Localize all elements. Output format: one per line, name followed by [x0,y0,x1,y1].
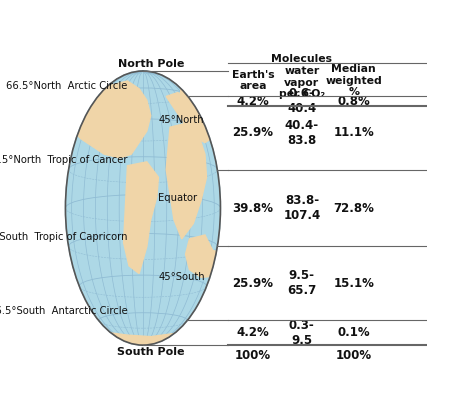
Text: Median
weighted
%: Median weighted % [325,64,382,97]
Polygon shape [65,322,220,345]
Text: 0.3-
9.5: 0.3- 9.5 [289,319,315,347]
Text: 45°South: 45°South [158,272,205,281]
Text: 4.2%: 4.2% [237,94,269,108]
Text: 100%: 100% [235,349,271,363]
Polygon shape [90,85,116,110]
Polygon shape [73,81,151,158]
Text: Molecules
water
vapor
per CO₂: Molecules water vapor per CO₂ [271,54,332,99]
Text: 40.4-
83.8: 40.4- 83.8 [285,119,319,147]
Polygon shape [186,235,287,277]
Text: 45°North: 45°North [158,115,204,125]
Polygon shape [124,162,158,274]
Polygon shape [166,123,207,239]
Polygon shape [178,81,220,143]
Text: 72.8%: 72.8% [333,201,374,215]
Text: 100%: 100% [336,349,372,363]
Text: North Pole: North Pole [118,59,184,70]
Text: 66.5°North  Arctic Circle: 66.5°North Arctic Circle [6,81,128,91]
Text: 83.8-
107.4: 83.8- 107.4 [283,194,320,222]
Polygon shape [166,93,193,123]
Text: 9.5-
65.7: 9.5- 65.7 [287,269,317,297]
Text: 23.5°North  Tropic of Cancer: 23.5°North Tropic of Cancer [0,155,128,165]
Text: 25.9%: 25.9% [233,277,273,290]
Ellipse shape [65,71,220,345]
Text: South Pole: South Pole [117,346,184,357]
Text: 11.1%: 11.1% [333,126,374,139]
Text: 0.1%: 0.1% [337,326,370,339]
Text: 39.8%: 39.8% [233,201,273,215]
Text: 25.9%: 25.9% [233,126,273,139]
Text: 23.5°South  Tropic of Capricorn: 23.5°South Tropic of Capricorn [0,232,128,242]
Text: 66.5°South  Antarctic Circle: 66.5°South Antarctic Circle [0,306,128,316]
Text: Earth's
area: Earth's area [232,70,274,91]
Text: 15.1%: 15.1% [333,277,374,290]
Text: 0.6-
40.4: 0.6- 40.4 [287,87,317,115]
Text: Equator: Equator [158,194,198,204]
Text: 4.2%: 4.2% [237,326,269,339]
Text: 0.8%: 0.8% [337,94,370,108]
